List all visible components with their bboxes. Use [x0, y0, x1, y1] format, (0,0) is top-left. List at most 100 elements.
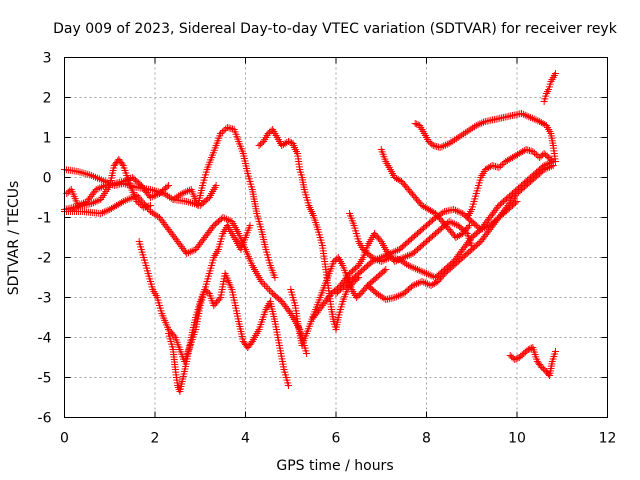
data-point [396, 291, 404, 299]
data-point [182, 188, 190, 196]
data-point [188, 247, 196, 255]
data-point [375, 291, 383, 299]
data-point [426, 271, 434, 279]
data-point [119, 178, 127, 185]
data-point [465, 222, 473, 229]
data-point [395, 256, 403, 263]
data-point [469, 124, 477, 132]
data-point [121, 177, 129, 185]
data-point [257, 278, 265, 285]
y-tick-label: 3 [43, 51, 52, 67]
data-point [415, 266, 423, 274]
data-point [137, 197, 145, 205]
data-point [428, 140, 436, 148]
data-point [529, 148, 537, 155]
series-track-10 [309, 218, 476, 321]
y-tick-label: 1 [43, 131, 52, 147]
data-point [497, 162, 505, 170]
data-point [187, 199, 195, 207]
data-point [532, 116, 540, 124]
series-track-12 [346, 158, 557, 281]
data-point [423, 280, 431, 288]
series-track-14 [377, 146, 473, 241]
data-point [451, 136, 459, 144]
y-tick-label: 0 [43, 171, 52, 187]
data-point [392, 247, 400, 255]
data-point [436, 144, 444, 151]
data-point [412, 265, 420, 273]
data-point [154, 212, 162, 220]
data-point [372, 255, 380, 263]
data-point [152, 211, 160, 219]
data-point [76, 201, 84, 209]
data-point [463, 128, 471, 135]
y-tick-label: -2 [38, 251, 52, 267]
x-tick-label: 6 [332, 431, 341, 447]
data-point [381, 256, 389, 264]
data-point [99, 209, 107, 217]
data-point [454, 134, 462, 141]
data-point [379, 257, 387, 265]
data-point [92, 186, 100, 193]
data-point [368, 254, 376, 261]
data-point [74, 168, 82, 175]
y-tick-label: -5 [38, 371, 52, 387]
data-point [455, 208, 463, 216]
data-point [424, 270, 432, 278]
data-point [402, 253, 410, 261]
data-point [146, 208, 154, 215]
data-point [221, 214, 229, 222]
series-track-4 [63, 174, 173, 209]
y-tick-label: -4 [38, 331, 52, 347]
data-point [162, 191, 170, 199]
x-axis-label: GPS time / hours [276, 458, 393, 474]
data-point [165, 193, 173, 201]
data-point [78, 200, 86, 208]
data-point [518, 110, 526, 117]
data-point [403, 260, 411, 268]
data-point [445, 140, 453, 147]
series-track-15 [463, 146, 557, 221]
data-point [146, 194, 154, 201]
data-point [419, 268, 427, 276]
series-track-16 [411, 110, 559, 165]
data-point [511, 199, 519, 207]
data-markers [61, 70, 559, 395]
data-point [447, 138, 455, 146]
data-point [74, 202, 82, 209]
y-tick-label: -6 [38, 411, 52, 427]
data-point [414, 279, 422, 287]
data-point [418, 278, 426, 285]
data-point [82, 170, 90, 178]
data-point [399, 258, 407, 266]
data-point [511, 356, 519, 363]
data-point [376, 236, 384, 244]
data-point [285, 308, 293, 316]
data-point [382, 266, 390, 273]
data-point [413, 120, 421, 128]
data-point [175, 192, 183, 200]
data-point [452, 135, 460, 143]
data-point [123, 176, 131, 184]
x-tick-label: 8 [422, 431, 431, 447]
data-point [406, 262, 414, 270]
x-tick-labels: 0 2 4 6 8 10 12 [60, 431, 616, 447]
data-point [525, 113, 533, 121]
data-point [532, 151, 540, 158]
data-point [378, 293, 386, 301]
data-point [409, 282, 417, 289]
data-point [551, 70, 559, 77]
data-point [218, 128, 226, 136]
x-tick-label: 2 [151, 431, 160, 447]
data-point [413, 266, 421, 273]
data-point [261, 281, 269, 289]
data-point [456, 132, 464, 140]
data-point [495, 164, 503, 171]
data-point [303, 350, 311, 357]
data-point [284, 382, 292, 389]
data-point [150, 192, 158, 200]
data-point [142, 202, 150, 210]
data-point [440, 142, 448, 150]
data-point [542, 165, 550, 173]
data-point [430, 273, 438, 281]
